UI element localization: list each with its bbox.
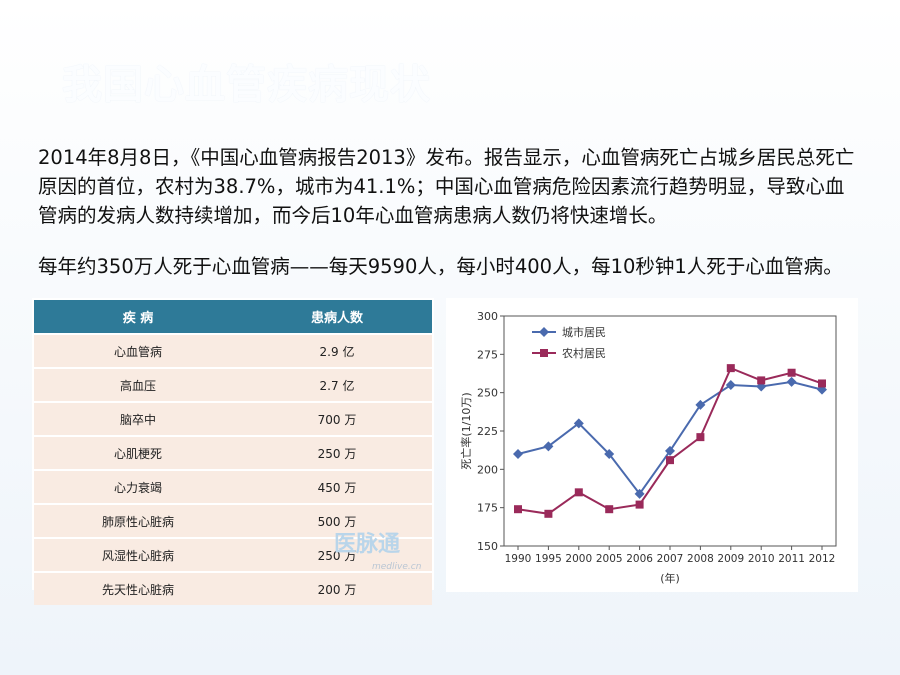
disease-cell: 脑卒中 xyxy=(34,401,242,436)
medlive-watermark: 医脉通 medlive.cn xyxy=(334,526,452,582)
disease-cell: 风湿性心脏病 xyxy=(34,537,242,572)
data-point xyxy=(818,379,826,388)
patients-cell: 2.7 亿 xyxy=(242,367,432,402)
series-line-1 xyxy=(517,366,823,515)
disease-cell: 高血压 xyxy=(34,367,242,402)
data-point xyxy=(605,505,614,514)
data-point xyxy=(757,376,766,385)
table-row: 风湿性心脏病 250 万 xyxy=(34,537,432,572)
legend-marker xyxy=(540,349,548,357)
legend-label: 城市居民 xyxy=(562,325,606,339)
patients-cell: 500 万 xyxy=(242,503,432,538)
disease-cell: 心力衰竭 xyxy=(34,469,242,504)
disease-table-panel: 疾 病 患病人数 心血管病 2.9 亿 高血压 2.7 亿 脑卒中 700 万 心肌梗… xyxy=(32,298,434,605)
data-point xyxy=(787,368,796,377)
data-point xyxy=(634,488,645,499)
data-point xyxy=(604,449,615,459)
y-tick-label: 175 xyxy=(477,502,498,515)
disease-cell: 先天性心脏病 xyxy=(34,571,242,605)
table-header-row: 疾 病 患病人数 xyxy=(34,300,432,334)
y-tick-label: 250 xyxy=(477,387,498,400)
x-tick-label: 2008 xyxy=(687,553,714,565)
data-point xyxy=(696,433,705,442)
x-tick-label: 2005 xyxy=(596,553,623,565)
table-row: 心血管病 2.9 亿 xyxy=(34,333,432,368)
legend-label: 农村居民 xyxy=(562,346,606,360)
y-tick-label: 300 xyxy=(477,310,498,323)
watermark-url: medlive.cn xyxy=(372,562,422,572)
watermark-logo: 医脉通 xyxy=(334,532,401,557)
x-axis-label: (年) xyxy=(660,571,680,585)
table-row: 肺原性心脏病 500 万 xyxy=(34,503,432,538)
data-point xyxy=(573,418,584,429)
column-header-patients: 患病人数 xyxy=(242,300,432,334)
data-point xyxy=(665,445,675,456)
disease-cell: 肺原性心脏病 xyxy=(34,503,242,538)
x-tick-label: 2010 xyxy=(748,553,775,565)
data-point xyxy=(635,500,644,509)
data-point xyxy=(695,399,706,410)
patients-cell: 450 万 xyxy=(242,469,432,504)
table-row: 高血压 2.7 亿 xyxy=(34,367,432,402)
x-tick-label: 2007 xyxy=(657,553,684,565)
table-row: 心肌梗死 250 万 xyxy=(34,435,432,470)
disease-table: 疾 病 患病人数 心血管病 2.9 亿 高血压 2.7 亿 脑卒中 700 万 心肌梗… xyxy=(34,300,432,605)
data-point xyxy=(756,381,767,392)
data-point xyxy=(726,364,735,373)
data-point xyxy=(513,449,523,459)
data-point xyxy=(666,456,674,465)
intro-paragraph: 2014年8月8日，《中国心血管病报告2013》发布。报告显示，心血管病死亡占城… xyxy=(38,146,855,227)
data-point xyxy=(574,488,583,497)
y-tick-label: 225 xyxy=(477,425,498,438)
x-tick-label: 2000 xyxy=(565,553,592,565)
patients-cell: 200 万 xyxy=(242,571,432,605)
mortality-chart-panel: 150 175 200 225 250 275 300 1990 1995 2000 2005 200… xyxy=(446,298,858,592)
patients-cell: 250 万 xyxy=(242,435,432,470)
patients-cell: 2.9 亿 xyxy=(242,333,432,368)
y-tick-label: 275 xyxy=(477,348,498,361)
y-tick-label: 150 xyxy=(477,540,498,553)
series-line-0 xyxy=(517,380,823,496)
data-point xyxy=(544,509,553,518)
patients-cell: 250 万 xyxy=(242,537,432,572)
y-axis-label: 死亡率(1/10万) xyxy=(459,392,473,469)
x-tick-label: 2009 xyxy=(717,553,744,565)
plot-frame xyxy=(503,315,837,547)
data-point xyxy=(514,505,522,514)
data-point xyxy=(543,441,554,452)
x-tick-label: 2012 xyxy=(809,553,836,565)
legend-marker xyxy=(539,327,549,337)
column-header-disease: 疾 病 xyxy=(34,300,242,334)
table-row: 脑卒中 700 万 xyxy=(34,401,432,436)
data-point xyxy=(786,376,797,387)
y-tick-label: 200 xyxy=(477,463,498,476)
x-tick-label: 1990 xyxy=(505,553,532,565)
patients-cell: 700 万 xyxy=(242,401,432,436)
data-point xyxy=(725,380,736,390)
table-row: 先天性心脏病 200 万 xyxy=(34,571,432,605)
stats-paragraph: 每年约350万人死于心血管病——每天9590人，每小时400人，每10秒钟1人死… xyxy=(38,255,843,278)
x-tick-label: 1995 xyxy=(535,553,562,565)
slide-title: 我国心血管疾病现状 xyxy=(62,62,431,108)
x-tick-label: 2011 xyxy=(778,553,805,565)
disease-cell: 心血管病 xyxy=(34,333,242,368)
table-row: 心力衰竭 450 万 xyxy=(34,469,432,504)
x-tick-label: 2006 xyxy=(626,553,653,565)
disease-cell: 心肌梗死 xyxy=(34,435,242,470)
